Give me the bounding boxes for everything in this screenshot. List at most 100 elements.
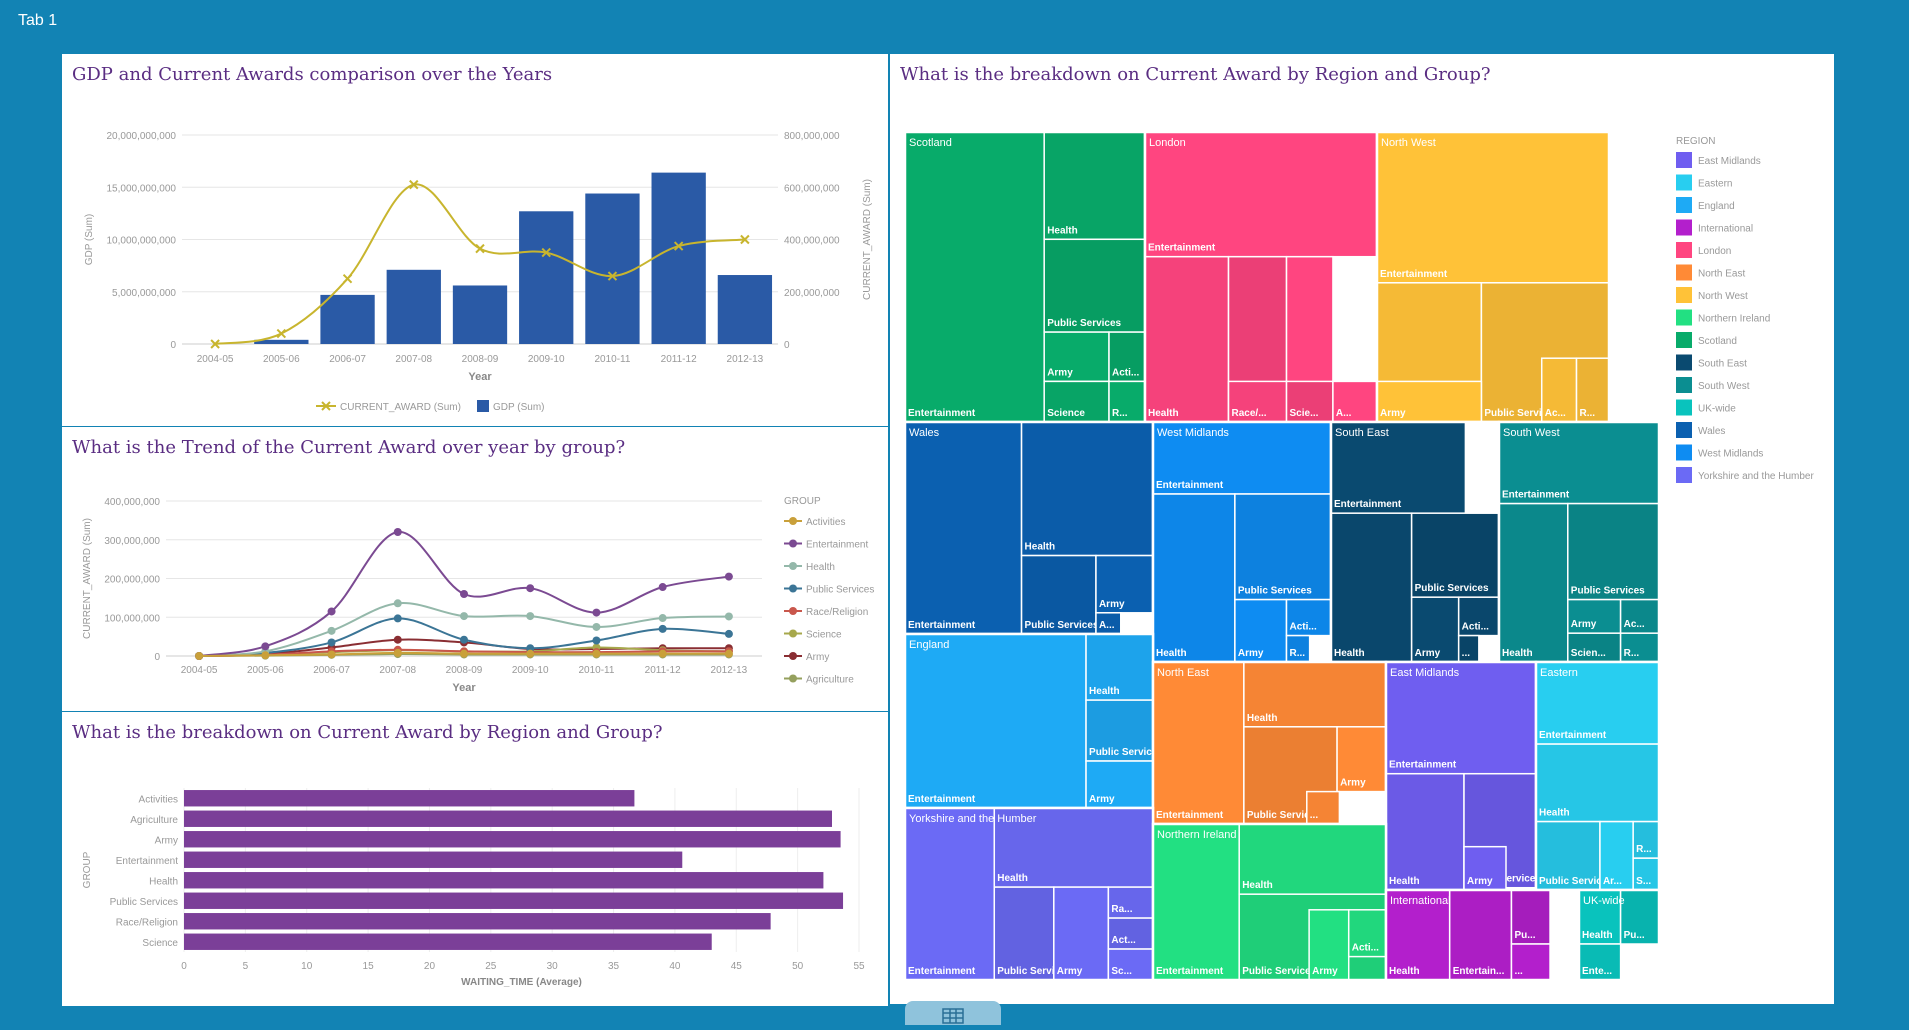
treemap-tile-label: Entertainment (1389, 760, 1457, 771)
series-point (526, 649, 535, 658)
legend-swatch (1676, 287, 1692, 303)
treemap-tile-label: Entertainment (1334, 499, 1402, 510)
gdp-bar (452, 285, 508, 344)
table-icon (942, 1008, 964, 1024)
waiting-time-bar (184, 872, 824, 889)
panel-title: GDP and Current Awards comparison over t… (72, 64, 553, 85)
treemap-tile (1385, 661, 1537, 775)
x-tick-label: 50 (792, 961, 804, 972)
treemap-tile-label: Public Services (1247, 810, 1321, 821)
treemap-tile (1043, 331, 1110, 383)
treemap-tile-label: Health (1539, 808, 1570, 819)
treemap-region-label: London (1149, 137, 1186, 149)
treemap-tile-label: Army (1415, 648, 1441, 659)
series-line (198, 530, 730, 657)
treemap-tile-label: A... (1336, 408, 1352, 419)
treemap-tile-label: Public Services (1242, 966, 1316, 977)
treemap-region-label: Scotland (909, 137, 952, 149)
series-point (592, 636, 601, 645)
treemap-tile-label: Scien... (1571, 648, 1606, 659)
treemap-tile-label: Health (1156, 648, 1187, 659)
treemap-tile-label: Acti... (1290, 622, 1317, 633)
x-tick-label: 2005-06 (263, 354, 300, 365)
legend-swatch-dot (789, 674, 797, 683)
tab-1[interactable]: Tab 1 (18, 12, 58, 29)
y-right-tick-label: 600,000,000 (784, 183, 840, 194)
award-point (607, 271, 618, 281)
treemap-tile-label: R... (1636, 844, 1652, 855)
treemap-region-label: Wales (909, 427, 940, 439)
treemap-tile-label: Entertainment (1380, 269, 1448, 280)
x-tick-label: 2008-09 (462, 354, 499, 365)
treemap-tile (1144, 131, 1378, 258)
treemap-region-label: England (909, 639, 949, 651)
series-point (724, 612, 733, 621)
treemap-tile-label: Health (1389, 966, 1420, 977)
gdp-bar (651, 172, 706, 344)
legend-swatch (1676, 264, 1692, 281)
legend-swatch (1676, 399, 1692, 416)
treemap-tile-label: R... (1624, 648, 1640, 659)
gdp-awards-panel: GDP and Current Awards comparison over t… (62, 54, 888, 426)
treemap-tile-label: R... (1112, 408, 1128, 419)
treemap-panel: What is the breakdown on Current Award b… (890, 54, 1834, 1004)
treemap-tile-label: Public Services (1025, 620, 1099, 631)
legend-swatch (1676, 152, 1692, 168)
treemap-tile-label: Scie... (1290, 408, 1319, 419)
y-tick-label: 300,000,000 (104, 536, 160, 547)
gdp-bar (585, 193, 640, 344)
legend-title: REGION (1676, 136, 1715, 147)
legend-line-swatch (316, 401, 336, 411)
legend-swatch (1676, 197, 1692, 213)
treemap-tile (1085, 633, 1154, 701)
treemap-region-label: East Midlands (1390, 667, 1460, 679)
legend-label: England (1698, 201, 1735, 212)
legend-label: West Midlands (1698, 449, 1763, 460)
series-point (460, 649, 468, 658)
treemap-tile (1330, 421, 1467, 514)
treemap-tile (1238, 823, 1387, 895)
treemap-tile-label: Army (1057, 966, 1083, 977)
treemap-tile-label: Entertainment (908, 620, 976, 631)
legend-label: International (1698, 224, 1753, 235)
legend-label: Science (806, 630, 842, 641)
treemap-tile-label: Acti... (1352, 943, 1379, 954)
treemap-tile (1498, 502, 1569, 663)
treemap-tile (1053, 886, 1110, 981)
treemap-tile (1234, 493, 1332, 601)
x-tick-label: 2011-12 (645, 665, 681, 676)
gdp-combo-chart: 0 5,000,000,000 10,000,000,000 15,000,000,0… (84, 131, 873, 413)
treemap-tile-label: Entertainment (908, 966, 976, 977)
treemap-tile-label: ... (1462, 648, 1471, 659)
treemap-tile (1152, 421, 1332, 495)
treemap-tile (1385, 772, 1465, 891)
x-tick-label: 2010-11 (578, 665, 614, 676)
y-tick-label: 0 (170, 340, 176, 351)
y-right-axis-title: CURRENT_AWARD (Sum) (862, 179, 873, 300)
treemap-tile (1578, 943, 1622, 981)
treemap-tile (1376, 131, 1610, 284)
x-tick-label: 2004-05 (197, 354, 234, 365)
y-tick-label: 5,000,000,000 (112, 288, 176, 299)
treemap-region-label: South East (1335, 427, 1389, 439)
x-tick-label: 35 (608, 961, 620, 972)
y-right-tick-label: 800,000,000 (784, 131, 840, 142)
x-tick-label: 15 (363, 961, 375, 972)
treemap-region-label: International (1390, 895, 1451, 907)
series-point (592, 622, 601, 631)
trend-line-chart: 0 100,000,000 200,000,000 300,000,000 400,00… (82, 496, 874, 694)
legend-swatch (1676, 377, 1692, 393)
gdp-bar (519, 211, 574, 344)
treemap-tile-label: Entertainment (908, 408, 976, 419)
treemap-tile (904, 421, 1023, 635)
y-tick-label: Race/Religion (116, 917, 178, 928)
treemap-region-label: Yorkshire and the Humber (909, 813, 1037, 825)
series-point (658, 614, 667, 623)
y-axis-title: CURRENT_AWARD (Sum) (82, 518, 93, 639)
treemap-tile (1108, 331, 1146, 383)
treemap-tile (1410, 512, 1500, 598)
table-view-tab[interactable] (905, 1001, 1001, 1025)
region-group-treemap: Entertainment Health Public Services Army Sc… (903, 130, 1814, 982)
treemap-tile-label: Science (1047, 408, 1085, 419)
x-tick-label: 2006-07 (329, 354, 366, 365)
